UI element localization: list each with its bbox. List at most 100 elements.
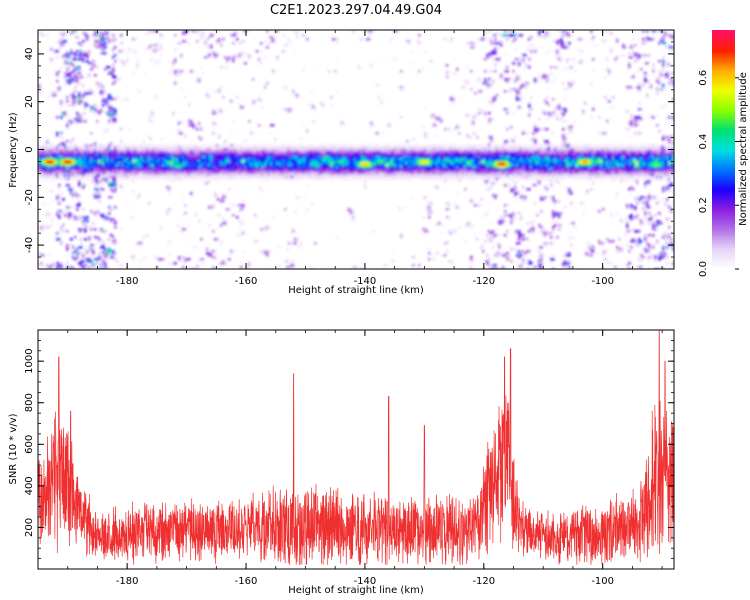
heatmap-cell [416, 162, 419, 165]
heatmap-cell [578, 162, 581, 165]
heatmap-cell [310, 150, 313, 153]
heatmap-cell [384, 162, 387, 165]
heatmap-cell [124, 150, 127, 153]
heatmap-cell [78, 102, 81, 105]
heatmap-cell [112, 100, 115, 103]
heatmap-cell [122, 98, 125, 101]
heatmap-cell [62, 150, 65, 153]
heatmap-cell [422, 154, 425, 157]
heatmap-cell [616, 150, 619, 153]
heatmap-cell [412, 158, 415, 161]
heatmap-cell [410, 50, 413, 53]
heatmap-cell [234, 144, 237, 147]
heatmap-cell [528, 104, 531, 107]
heatmap-cell [56, 150, 59, 153]
heatmap-cell [530, 140, 533, 143]
heatmap-cell [70, 144, 73, 147]
heatmap-cell [486, 54, 489, 57]
heatmap-cell [174, 82, 177, 85]
heatmap-cell [68, 144, 71, 147]
heatmap-cell [644, 144, 647, 147]
heatmap-cell [202, 158, 205, 161]
heatmap-cell [80, 146, 83, 149]
heatmap-cell [186, 30, 189, 33]
heatmap-cell [290, 158, 293, 161]
heatmap-cell [194, 154, 197, 157]
heatmap-cell [206, 158, 209, 161]
heatmap-cell [584, 162, 587, 165]
heatmap-cell [38, 156, 41, 159]
heatmap-cell [322, 156, 325, 159]
heatmap-cell [546, 36, 549, 39]
heatmap-cell [236, 152, 239, 155]
heatmap-cell [510, 126, 513, 129]
heatmap-cell [340, 120, 343, 123]
heatmap-cell [54, 154, 57, 157]
heatmap-cell [182, 32, 185, 35]
heatmap-cell [380, 100, 383, 103]
heatmap-cell [128, 48, 131, 51]
heatmap-cell [542, 36, 545, 39]
heatmap-cell [368, 148, 371, 151]
heatmap-cell [316, 164, 319, 167]
heatmap-cell [78, 100, 81, 103]
heatmap-cell [336, 162, 339, 165]
heatmap-cell [320, 146, 323, 149]
heatmap-cell [618, 148, 621, 151]
heatmap-cell [66, 126, 69, 129]
heatmap-cell [598, 148, 601, 151]
heatmap-cell [526, 82, 529, 85]
heatmap-cell [460, 154, 463, 157]
heatmap-cell [450, 152, 453, 155]
heatmap-cell [246, 160, 249, 163]
heatmap-cell [146, 164, 149, 167]
heatmap-cell [464, 154, 467, 157]
heatmap-cell [144, 158, 147, 161]
heatmap-cell [604, 146, 607, 149]
heatmap-cell [250, 156, 253, 159]
heatmap-cell [512, 162, 515, 165]
heatmap-cell [570, 128, 573, 131]
heatmap-cell [62, 160, 65, 163]
heatmap-cell [184, 148, 187, 151]
heatmap-cell [202, 154, 205, 157]
heatmap-cell [244, 30, 247, 33]
heatmap-cell [214, 54, 217, 57]
heatmap-cell [232, 160, 235, 163]
heatmap-cell [266, 154, 269, 157]
heatmap-cell [222, 154, 225, 157]
heatmap-cell [344, 156, 347, 159]
heatmap-cell [240, 144, 243, 147]
heatmap-cell [116, 150, 119, 153]
heatmap-cell [408, 40, 411, 43]
heatmap-cell [164, 164, 167, 167]
heatmap-cell [542, 158, 545, 161]
heatmap-cell [218, 150, 221, 153]
heatmap-cell [294, 50, 297, 53]
heatmap-cell [664, 136, 667, 139]
heatmap-cell [126, 156, 129, 159]
heatmap-cell [490, 84, 493, 87]
heatmap-cell [68, 60, 71, 63]
heatmap-cell [86, 56, 89, 59]
heatmap-cell [270, 156, 273, 159]
heatmap-cell [328, 160, 331, 163]
heatmap-cell [606, 146, 609, 149]
heatmap-cell [540, 160, 543, 163]
heatmap-cell [482, 38, 485, 41]
heatmap-cell [80, 158, 83, 161]
heatmap-cell [354, 150, 357, 153]
heatmap-cell [136, 148, 139, 151]
heatmap-cell [256, 152, 259, 155]
heatmap-cell [472, 152, 475, 155]
heatmap-cell [566, 46, 569, 49]
heatmap-cell [632, 162, 635, 165]
heatmap-cell [100, 90, 103, 93]
heatmap-cell [332, 164, 335, 167]
heatmap-cell [524, 152, 527, 155]
heatmap-cell [408, 160, 411, 163]
heatmap-cell [598, 150, 601, 153]
heatmap-cell [666, 42, 669, 45]
heatmap-cell [428, 152, 431, 155]
heatmap-cell [296, 154, 299, 157]
